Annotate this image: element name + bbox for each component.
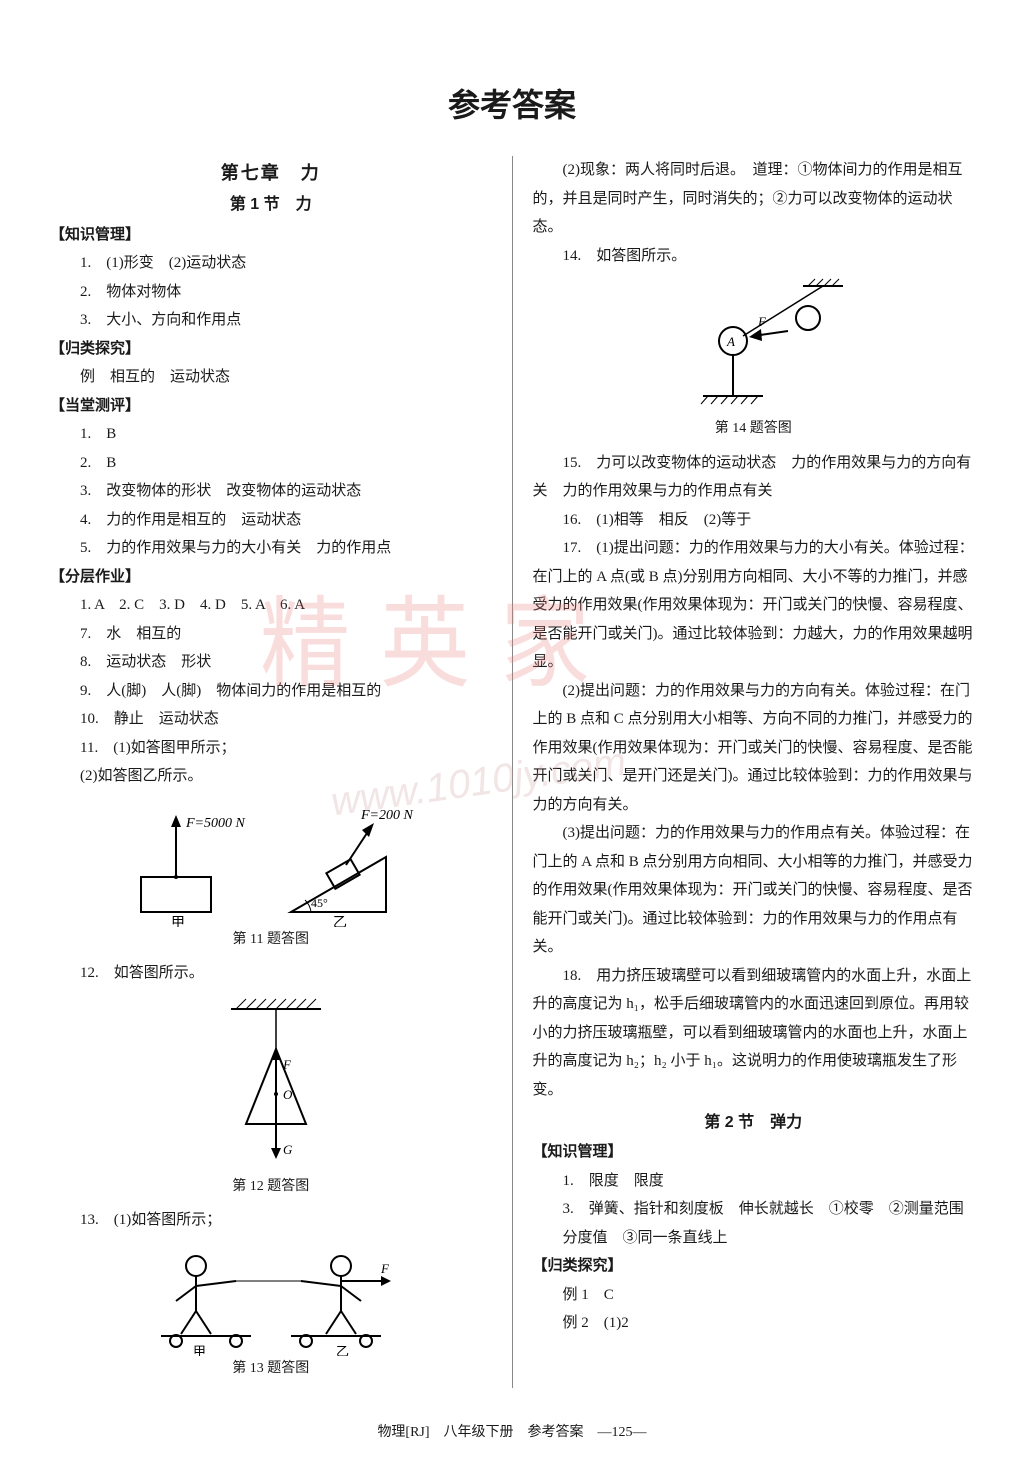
fig11-angle: 45° xyxy=(311,896,328,910)
left-column: 第七章 力 第 1 节 力 【知识管理】 1. (1)形变 (2)运动状态 2.… xyxy=(50,156,492,1388)
header-zsgl2: 【知识管理】 xyxy=(533,1138,975,1167)
header-dtcp: 【当堂测评】 xyxy=(50,392,492,421)
fig13-f: F xyxy=(380,1261,390,1276)
p13-2: (2)现象：两人将同时后退。 道理：①物体间力的作用是相互的，并且是同时产生，同… xyxy=(533,156,975,242)
figure-14: A F 第 14 题答图 xyxy=(533,276,975,443)
fig13-yi: 乙 xyxy=(336,1344,349,1356)
fig13-jia: 甲 xyxy=(193,1344,206,1356)
zsgl2-line: 1. 限度 限度 xyxy=(533,1167,975,1196)
figure-11: F=5000 N 甲 45° F=200 N 乙 第 11 题答图 xyxy=(50,797,492,954)
fczy-11b: (2)如答图乙所示。 xyxy=(50,762,492,791)
chapter-title: 第七章 力 xyxy=(50,156,492,190)
line-13: 13. (1)如答图所示； xyxy=(50,1206,492,1235)
figure-13: F 甲 乙 第 13 题答图 xyxy=(50,1241,492,1383)
header-zsgl: 【知识管理】 xyxy=(50,221,492,250)
zsgl-line: 3. 大小、方向和作用点 xyxy=(50,306,492,335)
header-gltj2: 【归类探究】 xyxy=(533,1252,975,1281)
p17-3: (3)提出问题：力的作用效果与力的作用点有关。体验过程：在门上的 A 点和 B … xyxy=(533,819,975,962)
dtcp-line: 4. 力的作用是相互的 运动状态 xyxy=(50,506,492,535)
zsgl2-line: 3. 弹簧、指针和刻度板 伸长就越长 ①校零 ②测量范围 分度值 ③同一条直线上 xyxy=(533,1195,975,1252)
header-fczy: 【分层作业】 xyxy=(50,563,492,592)
section2-title: 第 2 节 弹力 xyxy=(533,1108,975,1138)
fig12-o: O xyxy=(283,1087,293,1102)
dtcp-line: 3. 改变物体的形状 改变物体的运动状态 xyxy=(50,477,492,506)
fig11-f-left: F=5000 N xyxy=(185,816,245,831)
p18: 18. 用力挤压玻璃壁可以看到细玻璃管内的水面上升，水面上升的高度记为 h₁，松… xyxy=(533,962,975,1105)
section1-title: 第 1 节 力 xyxy=(50,190,492,220)
fig13-caption: 第 13 题答图 xyxy=(50,1356,492,1383)
p16: 16. (1)相等 相反 (2)等于 xyxy=(533,506,975,535)
main-title: 参考答案 xyxy=(50,80,974,126)
fig11-jia: 甲 xyxy=(171,916,185,927)
gltj-line: 例 相互的 运动状态 xyxy=(50,363,492,392)
fczy-line: 11. (1)如答图甲所示； xyxy=(50,734,492,763)
content-columns: 第七章 力 第 1 节 力 【知识管理】 1. (1)形变 (2)运动状态 2.… xyxy=(50,156,974,1388)
line-14: 14. 如答图所示。 xyxy=(533,242,975,271)
fig14-f: F xyxy=(757,314,767,329)
zsgl-line: 1. (1)形变 (2)运动状态 xyxy=(50,249,492,278)
fczy-line: 10. 静止 运动状态 xyxy=(50,705,492,734)
fig12-caption: 第 12 题答图 xyxy=(50,1174,492,1201)
dtcp-line: 1. B xyxy=(50,420,492,449)
p17-1: 17. (1)提出问题：力的作用效果与力的大小有关。体验过程：在门上的 A 点(… xyxy=(533,534,975,677)
column-divider xyxy=(512,156,513,1388)
p17-2: (2)提出问题：力的作用效果与力的方向有关。体验过程：在门上的 B 点和 C 点… xyxy=(533,677,975,820)
fig14-caption: 第 14 题答图 xyxy=(533,416,975,443)
fig11-f-right: F=200 N xyxy=(360,808,413,823)
fczy-mc: 1. A 2. C 3. D 4. D 5. A 6. A xyxy=(50,591,492,620)
line-12: 12. 如答图所示。 xyxy=(50,959,492,988)
page-footer: 物理[RJ] 八年级下册 参考答案 —125— xyxy=(0,1421,1024,1441)
fczy-line: 8. 运动状态 形状 xyxy=(50,648,492,677)
gltj2-line: 例 2 (1)2 xyxy=(533,1309,975,1338)
fig12-g: G xyxy=(283,1142,293,1157)
dtcp-line: 5. 力的作用效果与力的大小有关 力的作用点 xyxy=(50,534,492,563)
right-column: (2)现象：两人将同时后退。 道理：①物体间力的作用是相互的，并且是同时产生，同… xyxy=(533,156,975,1388)
fig14-a: A xyxy=(726,334,735,349)
fig11-caption: 第 11 题答图 xyxy=(50,927,492,954)
gltj2-line: 例 1 C xyxy=(533,1281,975,1310)
zsgl-line: 2. 物体对物体 xyxy=(50,278,492,307)
fig11-yi: 乙 xyxy=(333,915,347,927)
fczy-line: 9. 人(脚) 人(脚) 物体间力的作用是相互的 xyxy=(50,677,492,706)
header-gltj: 【归类探究】 xyxy=(50,335,492,364)
figure-12: O F G 第 12 题答图 xyxy=(50,994,492,1201)
fczy-line: 7. 水 相互的 xyxy=(50,620,492,649)
p15: 15. 力可以改变物体的运动状态 力的作用效果与力的方向有关 力的作用效果与力的… xyxy=(533,449,975,506)
fig12-f: F xyxy=(282,1057,292,1072)
dtcp-line: 2. B xyxy=(50,449,492,478)
